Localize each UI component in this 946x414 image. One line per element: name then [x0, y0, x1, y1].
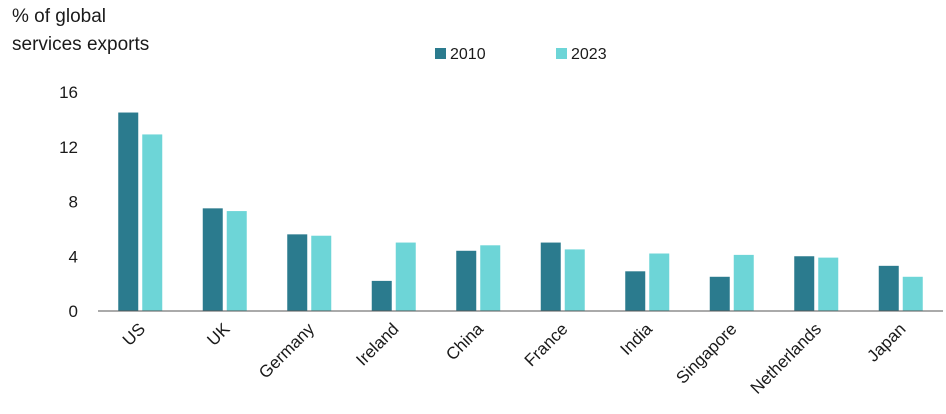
x-tick-label-japan: Japan	[863, 319, 909, 365]
x-tick-label-singapore: Singapore	[672, 319, 740, 387]
y-axis-title-line-2: services exports	[12, 34, 149, 55]
y-tick-label: 12	[59, 138, 78, 157]
y-tick-label: 0	[69, 302, 78, 321]
bar-2023-singapore	[733, 254, 754, 311]
bar-2010-us	[118, 112, 139, 311]
x-tick-label-france: France	[521, 319, 572, 370]
bar-2023-france	[564, 249, 585, 311]
bar-2010-france	[540, 242, 561, 311]
bar-2010-uk	[202, 208, 223, 311]
bar-2010-germany	[287, 234, 308, 311]
bar-2023-china	[480, 245, 501, 311]
y-axis-ticks: 0 4 8 12 16	[59, 83, 78, 321]
bar-2023-netherlands	[818, 257, 839, 311]
bar-2010-india	[625, 271, 646, 311]
bars	[118, 112, 923, 311]
bar-2010-singapore	[709, 276, 730, 311]
bar-2023-japan	[902, 276, 923, 311]
legend-swatch-2010	[435, 48, 446, 59]
legend-swatch-2023	[556, 48, 567, 59]
y-tick-label: 8	[69, 193, 78, 212]
x-tick-label-ireland: Ireland	[352, 319, 402, 369]
x-tick-label-india: India	[617, 319, 657, 359]
bar-2023-uk	[226, 211, 247, 311]
x-tick-label-netherlands: Netherlands	[747, 319, 825, 397]
x-tick-label-uk: UK	[203, 319, 234, 350]
legend-label-2023: 2023	[571, 46, 607, 63]
bar-2023-us	[142, 134, 163, 311]
bar-2010-japan	[878, 265, 899, 311]
bar-2010-china	[456, 250, 477, 311]
x-axis-ticks: US UK Germany Ireland China France India Singap…	[119, 319, 910, 398]
y-tick-label: 4	[69, 247, 78, 266]
bar-2023-ireland	[395, 242, 416, 311]
y-tick-label: 16	[59, 83, 78, 102]
x-tick-label-us: US	[119, 319, 149, 349]
x-tick-label-germany: Germany	[255, 319, 318, 382]
bar-2010-ireland	[371, 280, 392, 311]
bar-2023-germany	[311, 235, 332, 311]
legend-label-2010: 2010	[450, 46, 486, 63]
legend: 2010 2023	[435, 46, 607, 63]
x-tick-label-china: China	[442, 319, 487, 364]
bar-2023-india	[649, 253, 670, 311]
bar-2010-netherlands	[794, 256, 815, 311]
y-axis-title-line-1: % of global	[12, 6, 106, 27]
